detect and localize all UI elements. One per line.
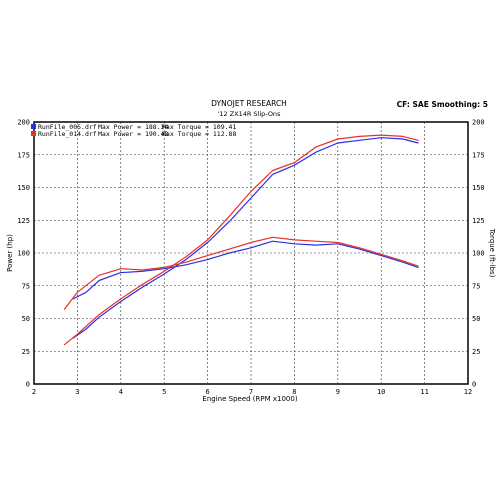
- y-right-tick-label: 50: [472, 315, 480, 323]
- legend-power-2: Max Power = 190.43: [98, 130, 169, 138]
- legend-torque-2: Max Torque = 112.88: [162, 130, 236, 138]
- legend: RunFile_005.drf Max Power = 188.34 Max T…: [31, 123, 236, 138]
- y-left-tick-label: 175: [17, 151, 30, 159]
- y-left-tick-label: 100: [17, 250, 30, 258]
- y-right-tick-label: 175: [472, 151, 485, 159]
- chart-subtitle: '12 ZX14R Slip-Ons: [218, 110, 282, 118]
- y-left-tick-label: 0: [26, 381, 30, 389]
- y-right-tick-label: 0: [472, 381, 476, 389]
- legend-torque-1: Max Torque = 109.41: [162, 123, 236, 131]
- x-tick-label: 11: [420, 388, 428, 396]
- chart-title: DYNOJET RESEARCH: [211, 99, 287, 108]
- grid: [34, 122, 468, 384]
- legend-file-1: RunFile_005.drf: [38, 123, 97, 131]
- legend-power-1: Max Power = 188.34: [98, 123, 169, 131]
- series-line-power-run014: [63, 134, 419, 346]
- x-tick-label: 5: [162, 388, 166, 396]
- y-right-tick-label: 200: [472, 119, 485, 127]
- x-axis-label: Engine Speed (RPM x1000): [202, 395, 297, 403]
- y-axis-left-label: Power (hp): [6, 234, 14, 272]
- x-tick-label: 7: [249, 388, 253, 396]
- y-left-tick-label: 200: [17, 119, 30, 127]
- series-line-torque-run005: [72, 240, 419, 300]
- y-left-tick-label: 125: [17, 217, 30, 225]
- legend-swatch-1: [31, 124, 36, 129]
- y-left-tick-label: 150: [17, 184, 30, 192]
- y-axis-right-label: Torque (ft-lbs): [488, 228, 496, 278]
- y-right-tick-label: 100: [472, 250, 485, 258]
- x-tick-label: 10: [377, 388, 385, 396]
- series-line-torque-run014: [63, 236, 419, 310]
- x-tick-label: 6: [205, 388, 209, 396]
- y-right-tick-label: 125: [472, 217, 485, 225]
- legend-file-2: RunFile_014.drf: [38, 130, 97, 138]
- x-tick-label: 8: [292, 388, 296, 396]
- correction-settings: CF: SAE Smoothing: 5: [397, 100, 488, 109]
- x-tick-label: 3: [75, 388, 79, 396]
- series-layer: [63, 134, 419, 346]
- y-left-tick-label: 75: [22, 282, 30, 290]
- y-left-tick-label: 25: [22, 348, 30, 356]
- legend-swatch-2: [31, 131, 36, 136]
- x-tick-label: 12: [464, 388, 472, 396]
- series-line-power-run005: [72, 137, 419, 339]
- x-tick-label: 2: [32, 388, 36, 396]
- y-left-tick-label: 50: [22, 315, 30, 323]
- x-tick-label: 9: [336, 388, 340, 396]
- y-right-tick-label: 150: [472, 184, 485, 192]
- y-right-tick-label: 25: [472, 348, 480, 356]
- y-right-tick-label: 75: [472, 282, 480, 290]
- x-tick-label: 4: [119, 388, 123, 396]
